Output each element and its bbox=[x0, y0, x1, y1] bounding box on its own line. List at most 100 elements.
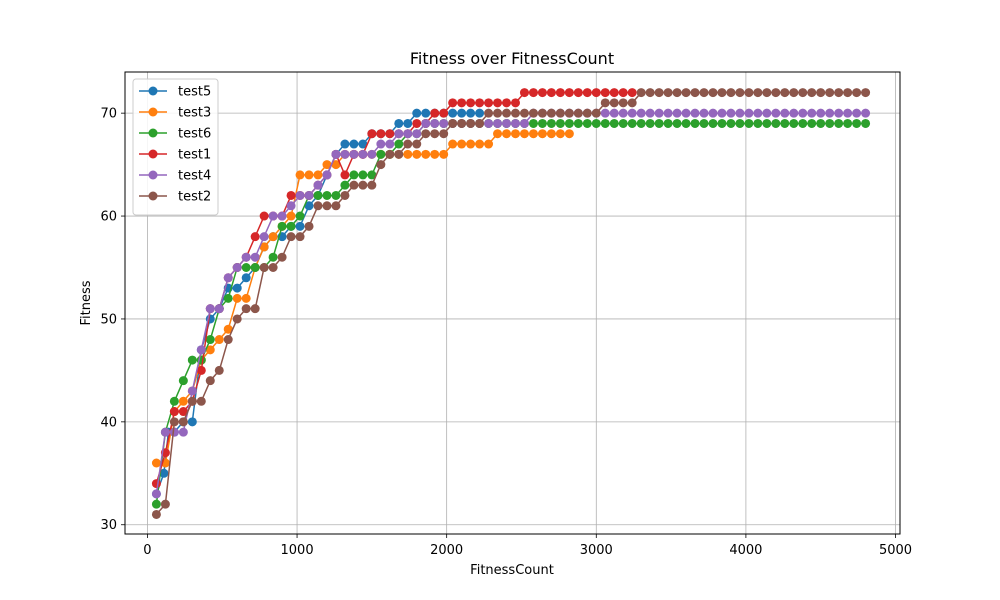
data-point bbox=[510, 129, 520, 139]
data-point bbox=[286, 221, 296, 231]
data-point bbox=[268, 252, 278, 262]
data-point bbox=[771, 118, 781, 128]
x-tick-label: 1000 bbox=[281, 543, 314, 558]
legend-marker bbox=[148, 128, 158, 138]
data-point bbox=[753, 88, 763, 98]
data-point bbox=[519, 118, 529, 128]
legend-item-test3: test3 bbox=[139, 106, 211, 121]
data-point bbox=[744, 108, 754, 118]
data-point bbox=[528, 108, 538, 118]
data-point bbox=[609, 118, 619, 128]
data-point bbox=[600, 108, 610, 118]
data-point bbox=[510, 108, 520, 118]
data-point bbox=[295, 170, 305, 180]
data-point bbox=[852, 88, 862, 98]
data-point bbox=[654, 88, 664, 98]
data-point bbox=[358, 170, 368, 180]
data-point bbox=[205, 345, 215, 355]
data-point bbox=[430, 108, 440, 118]
data-point bbox=[358, 139, 368, 149]
data-point bbox=[367, 129, 377, 139]
data-point bbox=[430, 149, 440, 159]
data-point bbox=[475, 139, 485, 149]
data-point bbox=[510, 98, 520, 108]
data-point bbox=[798, 118, 808, 128]
legend-marker bbox=[148, 170, 158, 180]
data-point bbox=[268, 263, 278, 273]
legend-marker bbox=[148, 107, 158, 117]
data-point bbox=[286, 232, 296, 242]
data-point bbox=[834, 88, 844, 98]
data-point bbox=[259, 242, 269, 252]
data-point bbox=[331, 201, 341, 211]
data-point bbox=[546, 118, 556, 128]
data-point bbox=[466, 139, 476, 149]
data-point bbox=[304, 190, 314, 200]
data-point bbox=[214, 365, 224, 375]
data-point bbox=[591, 88, 601, 98]
data-point bbox=[313, 170, 323, 180]
data-point bbox=[367, 180, 377, 190]
data-point bbox=[169, 417, 179, 427]
y-tick-label: 40 bbox=[100, 415, 117, 430]
data-point bbox=[457, 118, 467, 128]
data-point bbox=[502, 98, 512, 108]
legend-marker bbox=[148, 191, 158, 201]
data-point bbox=[627, 118, 637, 128]
x-tick-label: 5000 bbox=[879, 543, 912, 558]
data-point bbox=[789, 88, 799, 98]
data-point bbox=[448, 98, 458, 108]
data-point bbox=[340, 170, 350, 180]
legend-marker bbox=[148, 86, 158, 96]
data-point bbox=[187, 355, 197, 365]
series-test2 bbox=[151, 88, 871, 519]
data-point bbox=[439, 149, 449, 159]
data-point bbox=[223, 273, 233, 283]
data-point bbox=[178, 417, 188, 427]
data-point bbox=[367, 170, 377, 180]
data-point bbox=[537, 129, 547, 139]
data-point bbox=[493, 118, 503, 128]
data-point bbox=[780, 118, 790, 128]
data-point bbox=[421, 149, 431, 159]
series-layer bbox=[151, 88, 871, 519]
data-point bbox=[546, 129, 556, 139]
data-point bbox=[564, 118, 574, 128]
data-point bbox=[151, 499, 161, 509]
data-point bbox=[160, 499, 170, 509]
data-point bbox=[861, 88, 871, 98]
data-point bbox=[295, 211, 305, 221]
data-point bbox=[304, 221, 314, 231]
data-point bbox=[448, 118, 458, 128]
data-point bbox=[367, 149, 377, 159]
chart-title: Fitness over FitnessCount bbox=[410, 49, 614, 68]
data-point bbox=[825, 88, 835, 98]
data-point bbox=[636, 108, 646, 118]
data-point bbox=[430, 118, 440, 128]
data-point bbox=[250, 263, 260, 273]
legend-label: test6 bbox=[178, 127, 211, 142]
data-point bbox=[618, 98, 628, 108]
data-point bbox=[394, 139, 404, 149]
data-point bbox=[825, 118, 835, 128]
legend-item-test2: test2 bbox=[139, 190, 211, 205]
data-point bbox=[412, 149, 422, 159]
data-point bbox=[196, 345, 206, 355]
data-point bbox=[322, 201, 332, 211]
data-point bbox=[412, 139, 422, 149]
data-point bbox=[169, 407, 179, 417]
data-point bbox=[573, 118, 583, 128]
data-point bbox=[753, 108, 763, 118]
data-point bbox=[457, 108, 467, 118]
data-point bbox=[340, 139, 350, 149]
data-point bbox=[159, 468, 169, 478]
data-point bbox=[852, 108, 862, 118]
data-point bbox=[546, 88, 556, 98]
data-point bbox=[412, 108, 422, 118]
data-point bbox=[313, 201, 323, 211]
data-point bbox=[600, 98, 610, 108]
data-point bbox=[187, 417, 197, 427]
data-point bbox=[717, 108, 727, 118]
x-axis-label: FitnessCount bbox=[470, 563, 554, 578]
